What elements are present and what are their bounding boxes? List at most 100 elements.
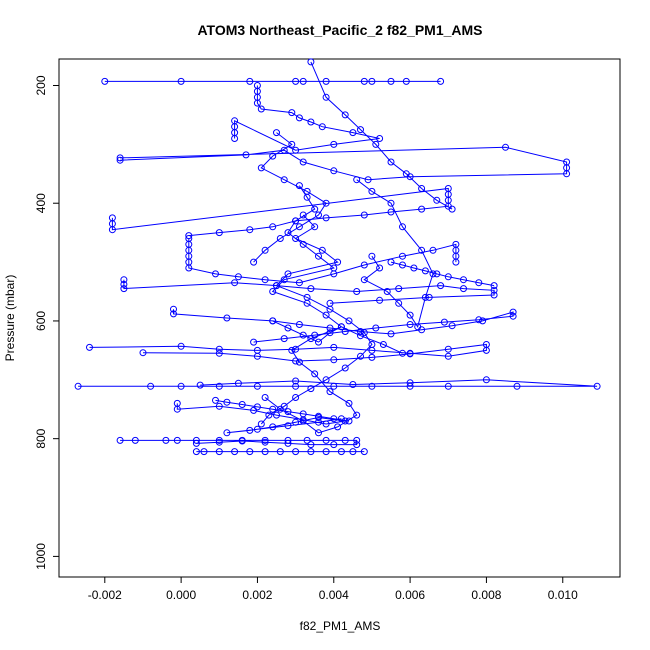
- data-point: [212, 396, 219, 404]
- data-point: [360, 276, 368, 284]
- data-point: [387, 158, 395, 166]
- data-point: [341, 111, 349, 119]
- data-point: [399, 252, 406, 260]
- data-point: [349, 381, 357, 388]
- data-point: [353, 436, 361, 444]
- data-point: [185, 232, 193, 240]
- data-point: [318, 123, 326, 131]
- data-point: [215, 448, 223, 456]
- data-point: [379, 341, 387, 348]
- data-point: [341, 417, 349, 425]
- series-line-17: [272, 320, 403, 354]
- data-point: [303, 436, 311, 444]
- data-point: [86, 343, 93, 351]
- data-point: [223, 314, 231, 322]
- data-point: [322, 420, 330, 428]
- series-line-7: [89, 343, 487, 362]
- data-point: [448, 322, 456, 330]
- data-point: [269, 405, 277, 413]
- data-point: [223, 429, 231, 437]
- x-axis: -0.002 0.000 0.002 0.004 0.006 0.008 0.010: [88, 577, 578, 602]
- data-point: [479, 317, 487, 325]
- data-point: [322, 448, 330, 456]
- data-point: [357, 332, 364, 340]
- data-point: [334, 423, 342, 431]
- data-point: [170, 305, 177, 313]
- data-point: [215, 438, 223, 446]
- data-point: [288, 346, 296, 354]
- data-point: [330, 356, 338, 364]
- data-point: [215, 402, 223, 410]
- data-point: [284, 229, 292, 237]
- plot-frame: [58, 58, 621, 578]
- data-point: [376, 264, 384, 272]
- data-point: [192, 436, 200, 444]
- data-point: [269, 152, 277, 160]
- data-point: [299, 158, 307, 166]
- y-axis-label: Pressure (mbar): [3, 275, 17, 362]
- data-point: [196, 381, 204, 389]
- data-point: [372, 140, 380, 148]
- data-point: [231, 448, 239, 456]
- data-point: [307, 448, 315, 456]
- data-point: [315, 252, 322, 260]
- data-point: [120, 280, 128, 288]
- series-line-9: [176, 403, 346, 434]
- data-point: [330, 441, 338, 449]
- data-point: [440, 318, 448, 326]
- data-point: [326, 324, 334, 332]
- data-point: [372, 324, 380, 332]
- data-point: [414, 323, 422, 331]
- data-point: [292, 377, 300, 385]
- data-point: [200, 448, 208, 456]
- data-point: [292, 394, 300, 401]
- data-point: [341, 436, 349, 444]
- data-point: [437, 282, 445, 290]
- series-line-8: [78, 379, 598, 387]
- data-point: [212, 270, 219, 278]
- data-point: [341, 328, 349, 335]
- data-point: [284, 436, 292, 444]
- data-point: [292, 418, 300, 426]
- data-point: [139, 349, 147, 357]
- data-point: [460, 285, 467, 293]
- data-point: [292, 217, 300, 225]
- data-point: [406, 379, 414, 387]
- data-point: [269, 288, 277, 295]
- series-line-18: [390, 261, 495, 287]
- data-point: [280, 146, 288, 154]
- data-point: [353, 176, 361, 184]
- data-point: [307, 58, 315, 66]
- data-point: [326, 305, 334, 313]
- data-point: [108, 226, 116, 234]
- series-line-3: [111, 187, 449, 237]
- series-line-5: [123, 279, 495, 304]
- data-point: [509, 308, 517, 316]
- data-point: [185, 264, 193, 272]
- data-point: [311, 331, 319, 339]
- series-line-10: [120, 439, 358, 446]
- data-point: [322, 77, 330, 85]
- data-point: [295, 114, 303, 122]
- chart-title: ATOM3 Northeast_Pacific_2 f82_PM1_AMS: [197, 22, 482, 38]
- series-points: [74, 58, 601, 456]
- data-point: [253, 425, 261, 433]
- data-point: [261, 276, 269, 284]
- data-point: [265, 411, 273, 419]
- data-point: [173, 405, 181, 413]
- data-point: [337, 323, 345, 331]
- data-point: [250, 406, 258, 414]
- data-point: [234, 379, 242, 387]
- data-point: [418, 246, 426, 254]
- data-point: [273, 411, 280, 419]
- data-point: [223, 398, 231, 406]
- y-tick-label: 200: [34, 75, 48, 95]
- data-point: [215, 349, 223, 357]
- series-line-6: [173, 309, 514, 343]
- data-point: [353, 411, 361, 419]
- y-tick-label: 800: [34, 428, 48, 448]
- data-point: [318, 246, 326, 254]
- data-point: [292, 235, 300, 242]
- data-point: [315, 412, 322, 420]
- data-point: [307, 285, 315, 293]
